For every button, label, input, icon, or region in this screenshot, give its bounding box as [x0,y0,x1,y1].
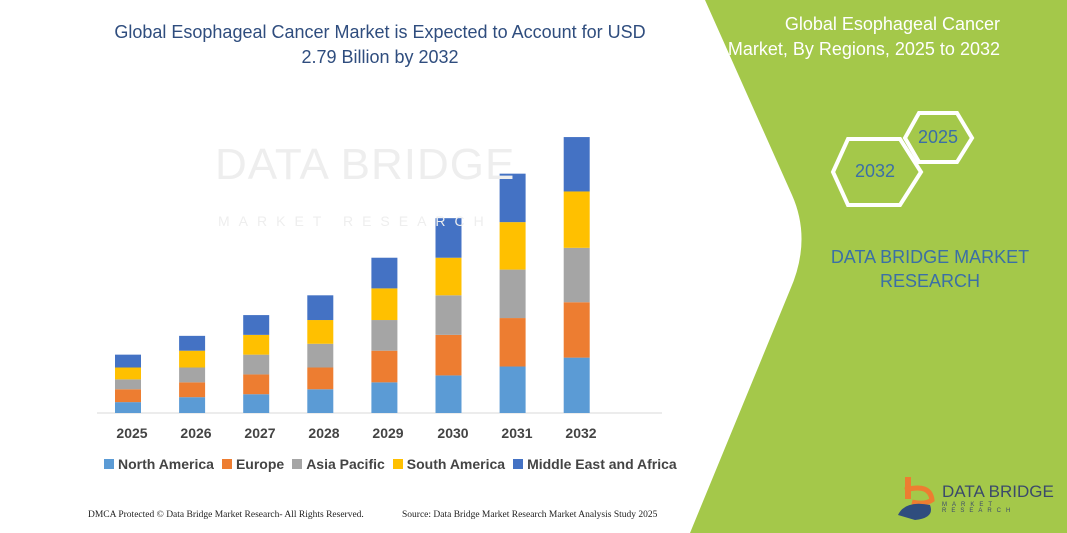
legend-item: South America [392,456,506,472]
bar-segment-middle-east-and-africa-2029 [371,257,398,289]
bars-group [115,137,590,413]
bar-segment-asia-pacific-2029 [371,320,398,351]
bar-segment-europe-2025 [115,389,141,403]
bar-segment-asia-pacific-2026 [179,367,206,383]
hexagon-2032 [830,137,924,207]
bar-segment-asia-pacific-2032 [563,247,590,303]
x-tick-label: 2029 [372,425,404,441]
bar-segment-south-america-2029 [371,288,398,321]
legend: North America Europe Asia Pacific South … [104,456,677,472]
bar-segment-south-america-2025 [115,367,141,380]
bar-segment-north-america-2032 [563,357,590,413]
bar-segment-south-america-2027 [243,334,270,355]
bar-segment-south-america-2026 [179,350,206,368]
legend-label: Asia Pacific [306,456,385,472]
legend-swatch [104,459,114,469]
side-panel-brand: DATA BRIDGE MARKET RESEARCH [830,247,1030,291]
legend-swatch [392,459,403,469]
chart-title: Global Esophageal Cancer Market is Expec… [114,22,646,67]
bar-segment-north-america-2025 [115,402,141,413]
bar-segment-asia-pacific-2025 [115,379,141,390]
legend-label: Europe [235,456,285,472]
bar-segment-south-america-2031 [499,222,526,270]
bar-segment-north-america-2027 [243,394,270,413]
side-panel-title: Global Esophageal Cancer Market, By Regi… [727,14,1000,59]
bar-segment-north-america-2029 [371,382,398,413]
bar-segment-europe-2027 [243,374,270,395]
bar-segment-middle-east-and-africa-2032 [563,137,590,192]
bar-segment-middle-east-and-africa-2030 [435,218,462,258]
hexagon-2025 [902,111,975,164]
x-tick-label: 2027 [244,425,276,441]
footer-source: Source: Data Bridge Market Research Mark… [402,510,658,520]
hex-label-2032: 2032 [854,161,896,181]
bar-segment-middle-east-and-africa-2026 [179,335,206,351]
bar-segment-north-america-2030 [435,375,462,413]
bar-segment-asia-pacific-2027 [243,354,270,375]
legend-item: Asia Pacific [292,456,385,472]
legend-swatch [292,459,303,469]
bar-segment-europe-2026 [179,382,206,398]
bar-segment-europe-2029 [371,350,398,383]
bar-segment-asia-pacific-2030 [435,295,462,335]
legend-label: Middle East and Africa [527,456,677,472]
logo-icon [898,477,935,520]
legend-label: North America [118,456,214,472]
bar-segment-europe-2031 [499,318,526,367]
bar-segment-middle-east-and-africa-2031 [499,173,526,223]
logo-subtext: MARKET RESEARCH [942,502,1016,514]
x-tick-label: 2031 [501,425,533,441]
logo-text: DATA BRIDGE [942,482,1054,501]
bar-segment-europe-2030 [435,334,462,376]
footer-copyright: DMCA Protected © Data Bridge Market Rese… [88,510,364,520]
bar-segment-north-america-2026 [179,397,206,413]
watermark-subtext: MARKET RESEARCH [218,213,493,229]
bar-segment-asia-pacific-2031 [499,269,526,319]
bar-segment-north-america-2031 [499,366,526,413]
x-tick-label: 2030 [437,425,469,441]
legend-item: Middle East and Africa [513,456,677,472]
legend-label: South America [406,456,506,472]
x-tick-label: 2032 [565,425,597,441]
hex-label-2025: 2025 [917,127,959,147]
green-side-panel [690,0,1067,533]
x-tick-label: 2028 [308,425,340,441]
bar-segment-asia-pacific-2028 [307,343,334,368]
bar-segment-europe-2028 [307,367,334,390]
bar-segment-south-america-2030 [435,257,462,296]
bar-segment-south-america-2032 [563,191,590,248]
bar-segment-north-america-2028 [307,389,334,413]
bar-segment-middle-east-and-africa-2028 [307,295,334,321]
legend-swatch [221,459,232,469]
bar-segment-middle-east-and-africa-2025 [115,354,141,368]
bar-segment-europe-2032 [563,302,590,358]
x-tick-label: 2025 [116,425,148,441]
legend-item: Europe [221,456,285,472]
watermark-text: DATA BRIDGE [215,140,516,189]
bar-segment-middle-east-and-africa-2027 [243,315,270,335]
bar-segment-south-america-2028 [307,320,334,344]
legend-item: North America [104,456,214,472]
x-tick-label: 2026 [180,425,212,441]
legend-swatch [513,459,524,469]
